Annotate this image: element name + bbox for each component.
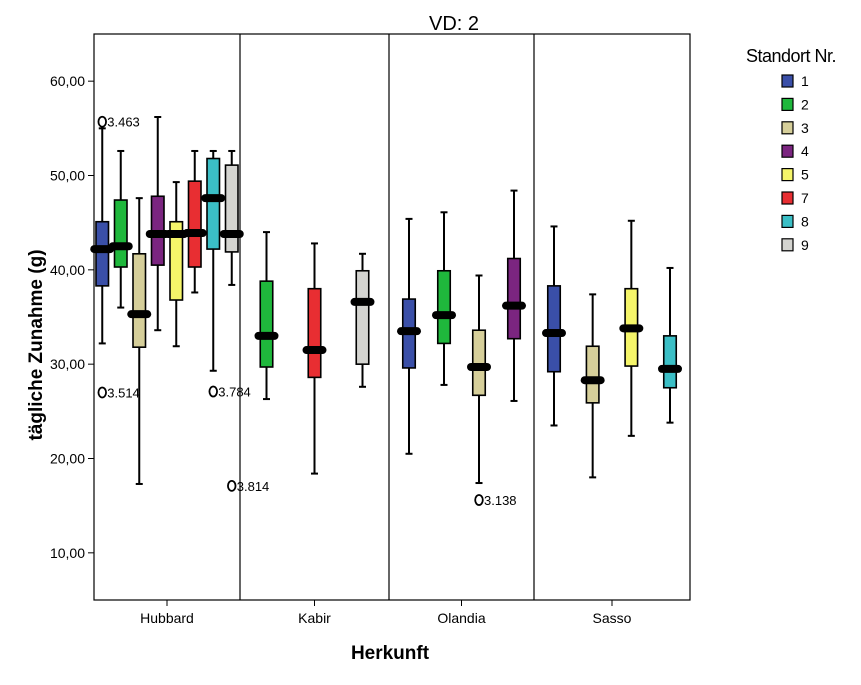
legend-swatch-1 bbox=[781, 74, 794, 88]
median-marker bbox=[164, 229, 189, 238]
box-body bbox=[224, 164, 239, 253]
median-marker bbox=[90, 245, 115, 254]
outlier-label: 3.814 bbox=[237, 479, 270, 494]
legend-label-2: 2 bbox=[801, 96, 809, 112]
box-sasso-5 bbox=[619, 219, 644, 437]
legend-swatch-4 bbox=[781, 144, 794, 158]
x-axis-title: Herkunft bbox=[351, 643, 430, 664]
box-body bbox=[506, 257, 522, 340]
y-tick-label: 30,00 bbox=[50, 356, 85, 372]
median-marker bbox=[254, 331, 279, 340]
box-sasso-3 bbox=[580, 293, 605, 479]
x-tick-label: Hubbard bbox=[140, 610, 194, 626]
outlier-marker bbox=[474, 494, 484, 506]
legend-label-7: 7 bbox=[801, 190, 809, 206]
median-marker bbox=[182, 229, 207, 238]
box-body bbox=[95, 220, 110, 287]
box-kabir-7 bbox=[302, 242, 327, 475]
legend-swatch-2 bbox=[781, 97, 794, 112]
box-hubbard-8 bbox=[201, 149, 226, 372]
median-marker bbox=[467, 362, 491, 371]
box-kabir-2 bbox=[254, 231, 279, 401]
median-marker bbox=[432, 311, 456, 320]
box-body bbox=[436, 269, 452, 345]
plot-frame bbox=[93, 33, 691, 601]
legend-swatch-5 bbox=[781, 168, 794, 182]
outlier-label: 3.463 bbox=[107, 115, 140, 130]
median-marker bbox=[302, 346, 327, 355]
legend-label-4: 4 bbox=[801, 143, 809, 159]
median-marker bbox=[145, 229, 170, 238]
y-tick-label: 50,00 bbox=[50, 168, 85, 184]
outlier-marker bbox=[97, 115, 107, 128]
median-marker bbox=[219, 229, 244, 238]
outlier-label: 3.138 bbox=[484, 493, 517, 508]
box-hubbard-3 bbox=[127, 197, 152, 485]
y-tick-label: 60,00 bbox=[50, 73, 85, 89]
legend-swatch-9 bbox=[781, 238, 794, 252]
plot-area: 10,00 20,00 30,00 40,00 50,00 60,00 Hubbard Kab… bbox=[50, 33, 691, 626]
median-marker bbox=[658, 364, 682, 373]
box-olandia-2 bbox=[432, 211, 456, 386]
outlier-marker bbox=[97, 386, 107, 399]
box-body bbox=[355, 269, 370, 365]
y-tick-label: 10,00 bbox=[50, 545, 85, 561]
box-olandia-1 bbox=[397, 217, 421, 455]
legend-label-9: 9 bbox=[801, 237, 809, 253]
box-hubbard-9 bbox=[219, 149, 244, 286]
median-marker bbox=[502, 301, 526, 310]
y-axis-title: tägliche Zunahme (g) bbox=[26, 249, 47, 440]
box-olandia-4 bbox=[502, 189, 526, 402]
box-sasso-1 bbox=[542, 225, 566, 427]
box-body bbox=[259, 280, 274, 368]
box-olandia-3 bbox=[467, 274, 491, 485]
box-body bbox=[169, 220, 184, 301]
panel-title: VD: 2 bbox=[429, 13, 479, 35]
box-body bbox=[307, 287, 322, 379]
box-body bbox=[662, 335, 678, 389]
box-body bbox=[546, 285, 562, 373]
box-body bbox=[187, 180, 202, 268]
legend-label-5: 5 bbox=[801, 167, 809, 183]
legend-label-3: 3 bbox=[801, 120, 809, 136]
box-body bbox=[471, 329, 487, 397]
legend-title: Standort Nr. bbox=[746, 46, 836, 66]
x-tick-label: Olandia bbox=[437, 610, 485, 626]
median-marker bbox=[397, 327, 421, 336]
legend-label-1: 1 bbox=[801, 73, 809, 89]
x-tick-label: Sasso bbox=[593, 610, 632, 626]
legend: Standort Nr. 1 2 3 4 5 7 8 9 bbox=[746, 46, 837, 253]
outlier-marker bbox=[227, 479, 237, 492]
y-tick-label: 40,00 bbox=[50, 262, 85, 278]
outlier-label: 3.784 bbox=[218, 385, 251, 400]
box-hubbard-2 bbox=[108, 149, 133, 309]
legend-swatch-8 bbox=[781, 214, 794, 228]
box-hubbard-4 bbox=[145, 116, 170, 332]
box-body bbox=[132, 252, 147, 348]
box-body bbox=[113, 199, 128, 268]
box-hubbard-1 bbox=[90, 127, 115, 345]
box-hubbard-7 bbox=[182, 149, 207, 294]
box-kabir-9 bbox=[350, 252, 375, 388]
legend-label-8: 8 bbox=[801, 213, 809, 229]
median-marker bbox=[350, 297, 375, 306]
box-body bbox=[206, 157, 221, 250]
box-hubbard-5 bbox=[164, 181, 189, 348]
median-marker bbox=[542, 329, 566, 338]
x-tick-label: Kabir bbox=[298, 610, 331, 626]
y-tick-label: 20,00 bbox=[50, 451, 85, 467]
median-marker bbox=[580, 376, 605, 385]
legend-swatch-3 bbox=[781, 121, 794, 135]
box-sasso-8 bbox=[658, 266, 682, 424]
median-marker bbox=[201, 194, 226, 203]
outlier-label: 3.514 bbox=[107, 385, 140, 400]
median-marker bbox=[619, 324, 644, 333]
legend-swatch-7 bbox=[781, 191, 794, 205]
outlier-marker bbox=[208, 385, 218, 398]
median-marker bbox=[108, 242, 133, 251]
median-marker bbox=[127, 310, 152, 319]
box-body bbox=[585, 345, 600, 404]
